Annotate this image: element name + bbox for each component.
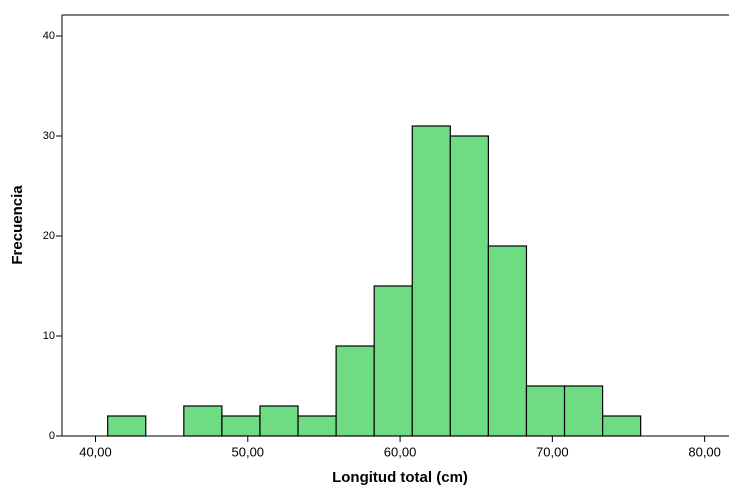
bar (335, 345, 375, 437)
x-tick-label: 50,00 (232, 444, 265, 459)
x-axis-title: Longitud total (cm) (332, 469, 468, 486)
x-tick-label: 40,00 (79, 444, 112, 459)
bar (487, 245, 528, 437)
y-tick-label: 30 (43, 130, 55, 142)
x-tick-label: 60,00 (384, 444, 417, 459)
bar (107, 415, 147, 437)
x-tick-label: 80,00 (688, 444, 721, 459)
bar (525, 385, 566, 437)
bar (449, 135, 489, 437)
y-tick-label: 20 (43, 230, 55, 242)
x-tick-label: 70,00 (536, 444, 569, 459)
y-tick-label: 0 (49, 430, 55, 442)
y-axis-title: Frecuencia (9, 185, 26, 265)
plot-frame (61, 14, 729, 437)
y-tick-label: 40 (43, 30, 55, 42)
bar (373, 285, 413, 437)
y-tick-label: 10 (43, 330, 55, 342)
bar (297, 415, 337, 437)
bar (183, 405, 223, 437)
bar (259, 405, 299, 437)
bar (602, 415, 642, 437)
bar (411, 125, 451, 437)
bar (221, 415, 261, 437)
bar (563, 385, 604, 437)
